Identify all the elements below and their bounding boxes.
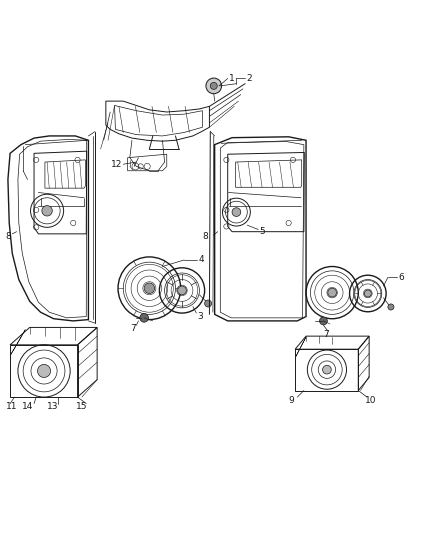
Text: 6: 6 bbox=[398, 273, 404, 282]
Circle shape bbox=[388, 304, 394, 310]
Text: 7: 7 bbox=[130, 324, 136, 333]
Text: 15: 15 bbox=[76, 402, 88, 411]
Circle shape bbox=[206, 78, 222, 94]
Circle shape bbox=[144, 283, 155, 294]
Polygon shape bbox=[10, 329, 25, 356]
Text: 1: 1 bbox=[229, 74, 235, 83]
Circle shape bbox=[320, 317, 327, 325]
Circle shape bbox=[328, 288, 336, 297]
Circle shape bbox=[210, 83, 217, 90]
Circle shape bbox=[42, 206, 52, 216]
Text: 10: 10 bbox=[365, 395, 376, 405]
Text: 7: 7 bbox=[323, 330, 328, 340]
Text: 12: 12 bbox=[111, 160, 122, 169]
Text: 5: 5 bbox=[259, 227, 265, 236]
Text: 2: 2 bbox=[246, 74, 251, 83]
Text: 11: 11 bbox=[6, 402, 17, 411]
Text: 4: 4 bbox=[198, 255, 204, 264]
Circle shape bbox=[140, 313, 148, 322]
Circle shape bbox=[178, 286, 186, 295]
Circle shape bbox=[205, 300, 212, 307]
Text: 9: 9 bbox=[289, 395, 295, 405]
Text: 14: 14 bbox=[22, 402, 33, 411]
Text: 8: 8 bbox=[203, 232, 208, 241]
Circle shape bbox=[232, 208, 241, 216]
Text: 13: 13 bbox=[47, 402, 59, 411]
Text: 8: 8 bbox=[6, 231, 11, 240]
Circle shape bbox=[38, 365, 50, 377]
Circle shape bbox=[322, 365, 331, 374]
Circle shape bbox=[364, 290, 371, 297]
Polygon shape bbox=[295, 337, 306, 358]
Text: 3: 3 bbox=[197, 312, 203, 321]
